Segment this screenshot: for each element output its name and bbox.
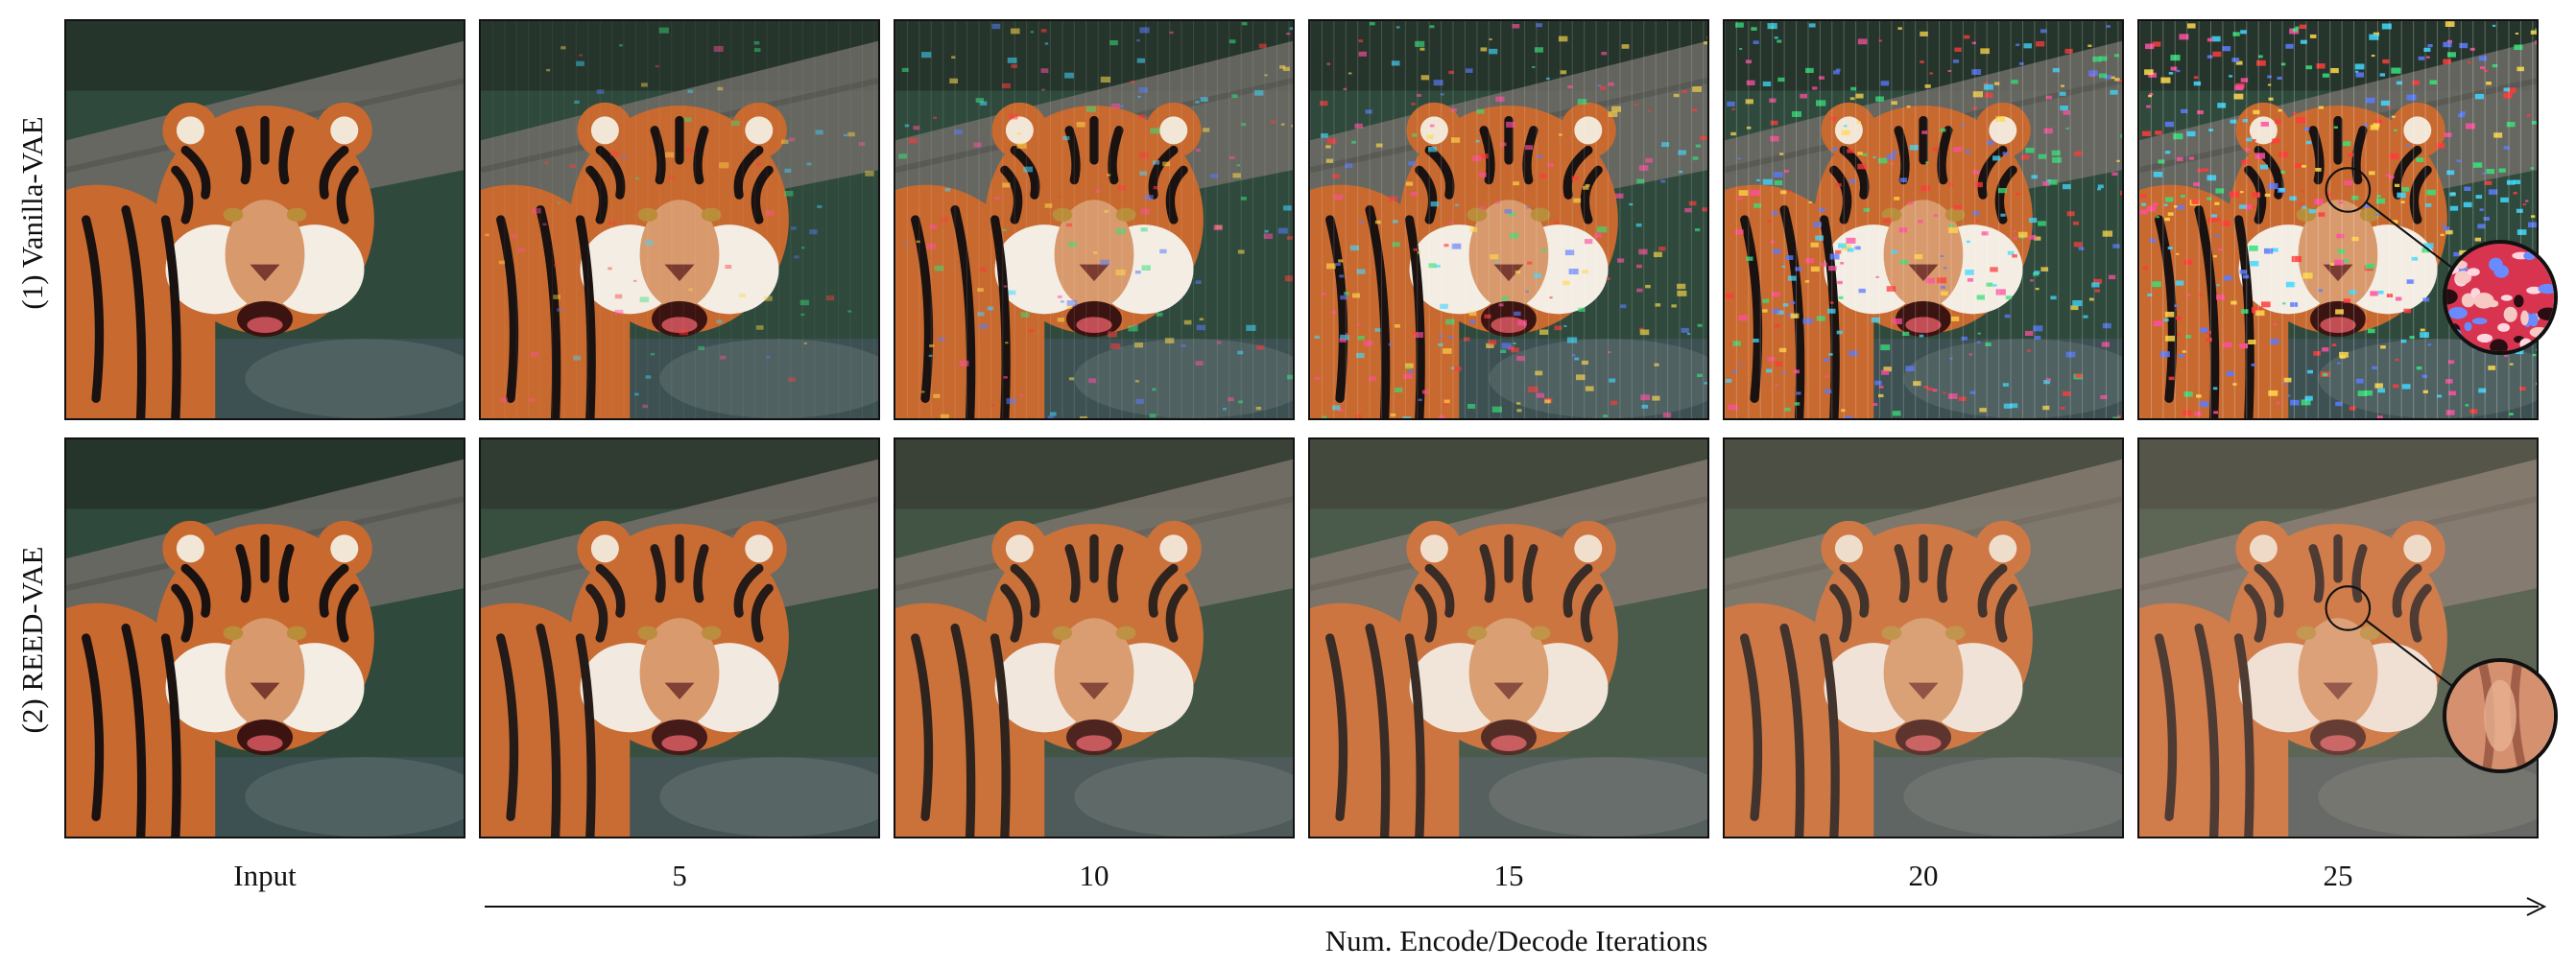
row-label-vanilla-vae: (1) Vanilla-VAE <box>15 116 49 310</box>
reed-vae-iteration-5-image <box>479 437 880 838</box>
column-label-25: 25 <box>2323 859 2353 892</box>
vanilla-vae-iteration-5-image <box>479 19 880 420</box>
reed-vae-iteration-15-image <box>1308 437 1709 838</box>
iterations-arrow <box>485 897 2547 916</box>
column-label-15: 15 <box>1493 859 1524 892</box>
reed-vae-iteration-20-image <box>1723 437 2124 838</box>
reed-vae-iteration-25-image <box>2137 437 2539 838</box>
vanilla-vae-input-image <box>64 19 465 420</box>
vanilla-vae-iteration-20-image <box>1723 19 2124 420</box>
column-label-5: 5 <box>672 859 687 892</box>
vanilla-vae-iteration-15-image <box>1308 19 1709 420</box>
reed-vae-iteration-25-zoom <box>2443 658 2558 773</box>
column-label-input: Input <box>233 859 297 892</box>
reed-vae-iteration-10-image <box>894 437 1295 838</box>
row-label-reed-vae: (2) REED-VAE <box>15 546 49 734</box>
reed-vae-input-image <box>64 437 465 838</box>
column-label-20: 20 <box>1908 859 1939 892</box>
vanilla-vae-iteration-25-zoom <box>2443 240 2558 355</box>
vanilla-vae-iteration-25-image <box>2137 19 2539 420</box>
vanilla-vae-iteration-10-image <box>894 19 1295 420</box>
axis-title: Num. Encode/Decode Iterations <box>1324 924 1708 957</box>
column-label-10: 10 <box>1079 859 1109 892</box>
